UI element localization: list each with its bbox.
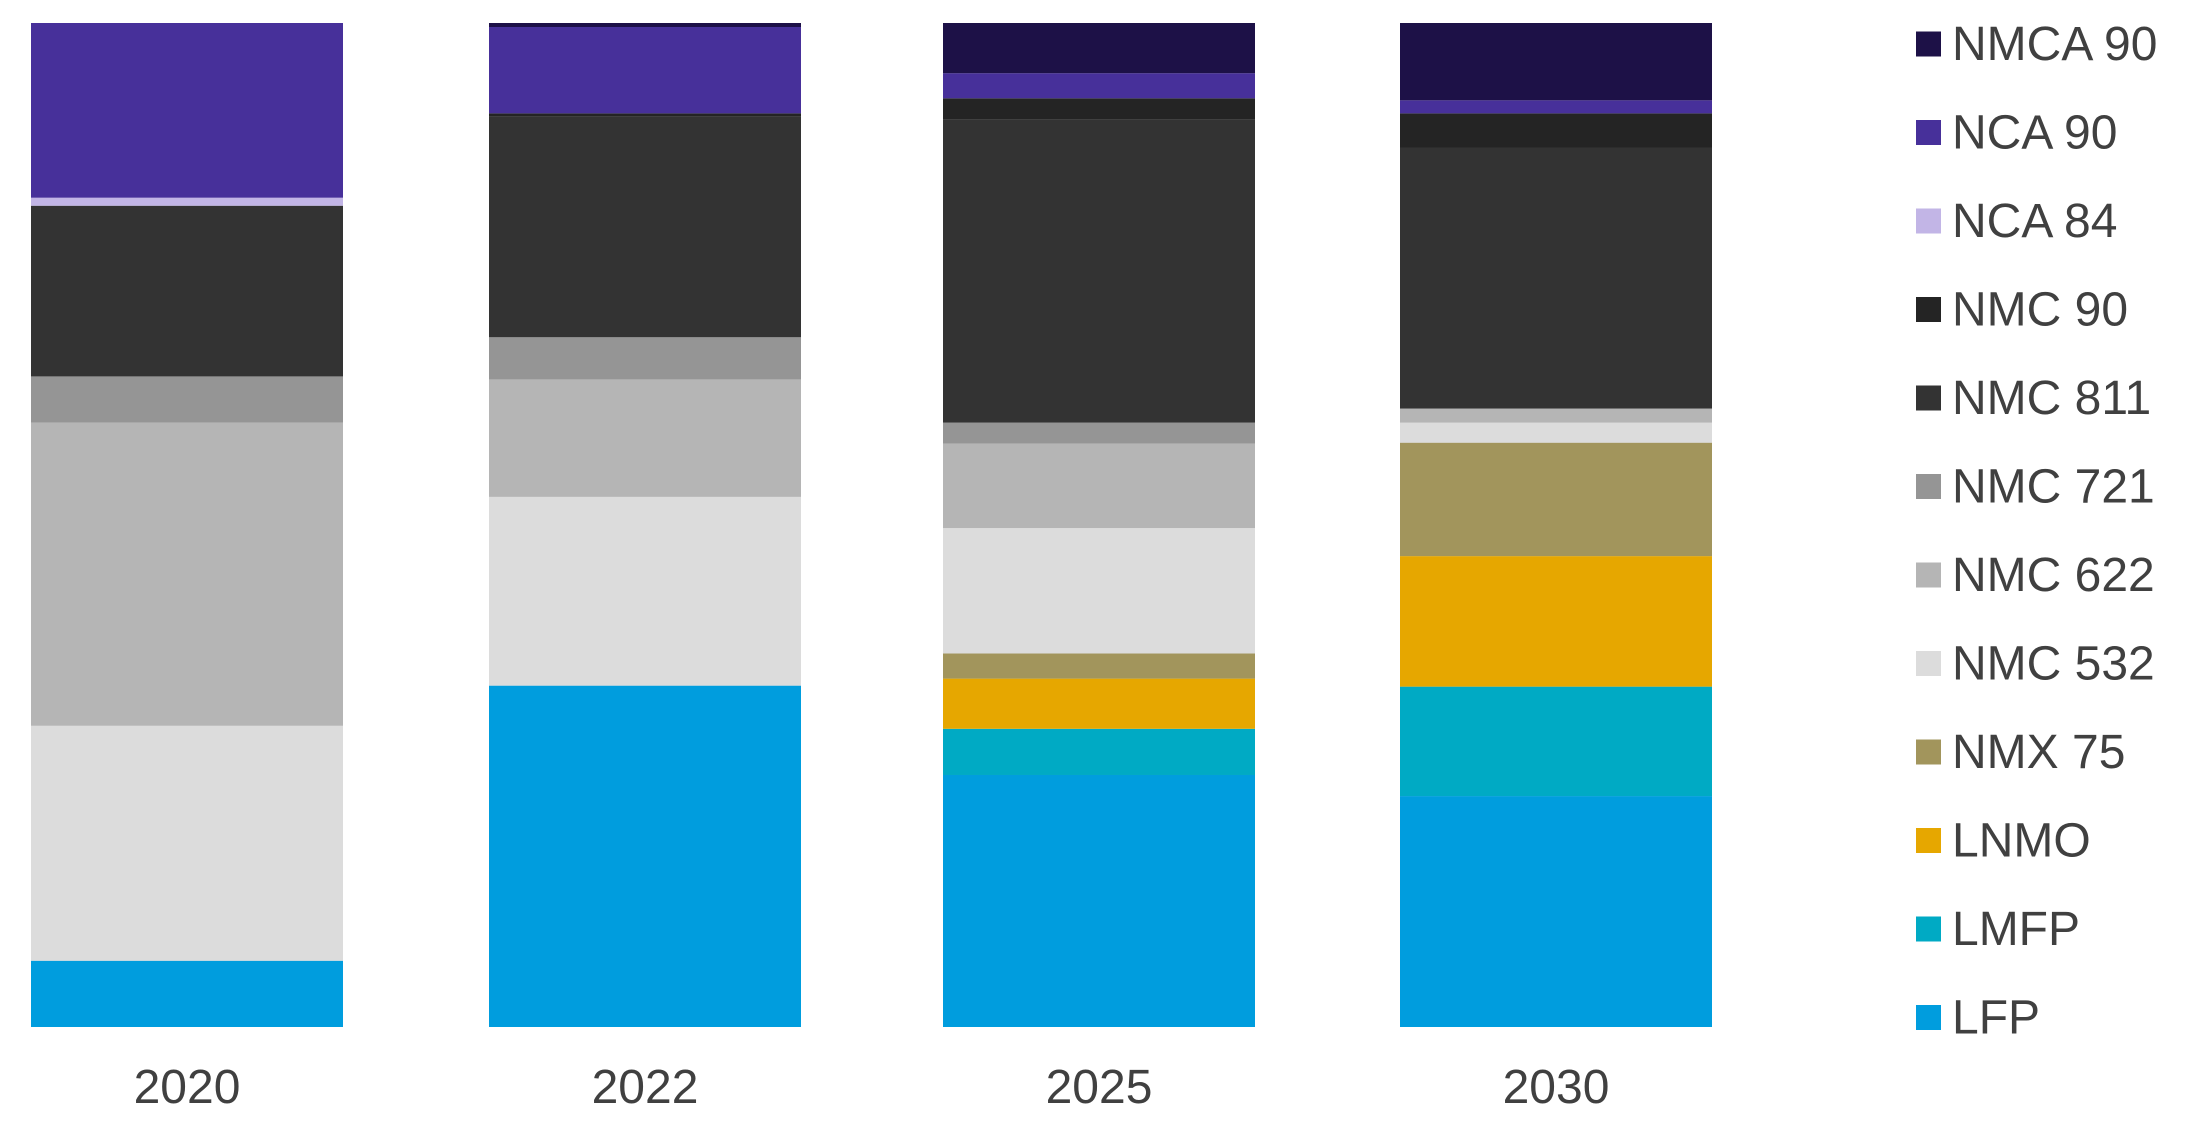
- bar-segment-2022-nmca-90: [489, 23, 801, 28]
- legend-swatch-lnmo: [1916, 828, 1941, 853]
- legend-item-nmc-532: NMC 532: [1916, 638, 2155, 691]
- bar-segment-2022-lfp: [489, 685, 801, 1027]
- bar-segment-2030-nca-90: [1400, 100, 1712, 114]
- legend-label-nmca-90: NMCA 90: [1952, 18, 2157, 71]
- bar-segment-2022-nmc-532: [489, 496, 801, 686]
- legend-swatch-nca-90: [1916, 120, 1941, 145]
- bar-segment-2020-nmc-811: [31, 205, 343, 377]
- legend-item-nca-84: NCA 84: [1916, 195, 2117, 248]
- bar-segment-2030-nmc-622: [1400, 408, 1712, 423]
- legend-item-nmc-90: NMC 90: [1916, 284, 2128, 337]
- legend-label-nca-90: NCA 90: [1952, 107, 2117, 160]
- bar-segment-2030-nmc-90: [1400, 113, 1712, 148]
- bar-segment-2020-nca-84: [31, 197, 343, 206]
- bars-layer: [31, 23, 1712, 1027]
- legend-swatch-nmc-721: [1916, 474, 1941, 499]
- legend-swatch-nmx-75: [1916, 739, 1941, 765]
- legend-item-nca-90: NCA 90: [1916, 107, 2117, 160]
- legend-item-nmc-811: NMC 811: [1916, 372, 2151, 425]
- bar-segment-2030-nmc-532: [1400, 422, 1712, 443]
- bar-segment-2025-nca-90: [943, 73, 1255, 99]
- bar-segment-2030-lmfp: [1400, 686, 1712, 797]
- legend-item-nmc-622: NMC 622: [1916, 549, 2155, 602]
- legend-swatch-nmca-90: [1916, 31, 1941, 57]
- bar-segment-2022-nmc-811: [489, 116, 801, 338]
- legend-swatch-nmc-811: [1916, 385, 1941, 411]
- legend-item-nmc-721: NMC 721: [1916, 461, 2155, 514]
- bar-segment-2025-nmc-532: [943, 528, 1255, 654]
- bar-segment-2025-nmx-75: [943, 653, 1255, 679]
- x-axis-labels: 2020 2022 2025 2030: [134, 1061, 1610, 1114]
- legend-item-lmfp: LMFP: [1916, 903, 2080, 956]
- bar-segment-2022-nca-90: [489, 27, 801, 114]
- bar-segment-2020-nmc-532: [31, 725, 343, 961]
- bar-segment-2020-nmc-622: [31, 422, 343, 726]
- legend-label-nmc-622: NMC 622: [1952, 549, 2155, 602]
- legend-swatch-nca-84: [1916, 208, 1941, 234]
- legend-swatch-nmc-90: [1916, 297, 1941, 322]
- bar-stack-2030: [1400, 23, 1712, 1027]
- bar-segment-2030-nmc-811: [1400, 147, 1712, 409]
- bar-stack-2020: [31, 23, 343, 1027]
- x-tick-label-2022: 2022: [592, 1061, 699, 1114]
- bar-segment-2025-lnmo: [943, 678, 1255, 729]
- legend-label-nmc-90: NMC 90: [1952, 284, 2128, 337]
- legend-swatch-nmc-622: [1916, 562, 1941, 588]
- legend-label-lmfp: LMFP: [1952, 903, 2080, 956]
- bar-segment-2022-nmc-622: [489, 379, 801, 497]
- x-tick-label-2020: 2020: [134, 1061, 241, 1114]
- bar-segment-2025-lfp: [943, 775, 1255, 1027]
- legend-item-lnmo: LNMO: [1916, 815, 2091, 868]
- legend-swatch-lmfp: [1916, 916, 1941, 942]
- bar-segment-2025-nmc-811: [943, 119, 1255, 423]
- bar-segment-2030-nmca-90: [1400, 23, 1712, 101]
- bar-segment-2022-nmc-721: [489, 337, 801, 380]
- legend-item-nmca-90: NMCA 90: [1916, 18, 2157, 71]
- legend-label-lnmo: LNMO: [1952, 815, 2091, 868]
- bar-stack-2025: [943, 23, 1255, 1027]
- bar-segment-2030-lnmo: [1400, 556, 1712, 687]
- legend-label-lfp: LFP: [1952, 992, 2040, 1045]
- legend-item-lfp: LFP: [1916, 992, 2040, 1045]
- x-tick-label-2025: 2025: [1046, 1061, 1153, 1114]
- bar-segment-2025-nmc-721: [943, 422, 1255, 444]
- bar-segment-2030-lfp: [1400, 796, 1712, 1027]
- legend-swatch-nmc-532: [1916, 651, 1941, 676]
- bar-segment-2020-nmc-721: [31, 376, 343, 423]
- bar-segment-2020-nca-90: [31, 23, 343, 198]
- legend-label-nca-84: NCA 84: [1952, 195, 2117, 248]
- legend-label-nmc-532: NMC 532: [1952, 638, 2155, 691]
- legend-label-nmx-75: NMX 75: [1952, 726, 2125, 779]
- legend-item-nmx-75: NMX 75: [1916, 726, 2125, 779]
- legend-label-nmc-811: NMC 811: [1952, 372, 2151, 425]
- x-tick-label-2030: 2030: [1503, 1061, 1610, 1114]
- legend: NMCA 90 NCA 90 NCA 84 NMC 90 NMC 811 NMC 721 N…: [1916, 18, 2157, 1045]
- bar-segment-2020-lfp: [31, 960, 343, 1027]
- bar-segment-2025-nmc-90: [943, 98, 1255, 120]
- bar-segment-2030-nmx-75: [1400, 442, 1712, 557]
- bar-segment-2025-nmc-622: [943, 443, 1255, 529]
- bar-stack-2022: [489, 23, 801, 1027]
- bar-segment-2025-nmca-90: [943, 23, 1255, 74]
- legend-swatch-lfp: [1916, 1005, 1941, 1030]
- legend-label-nmc-721: NMC 721: [1952, 461, 2155, 514]
- bar-segment-2025-lmfp: [943, 728, 1255, 775]
- bar-segment-2022-nmc-90: [489, 113, 801, 117]
